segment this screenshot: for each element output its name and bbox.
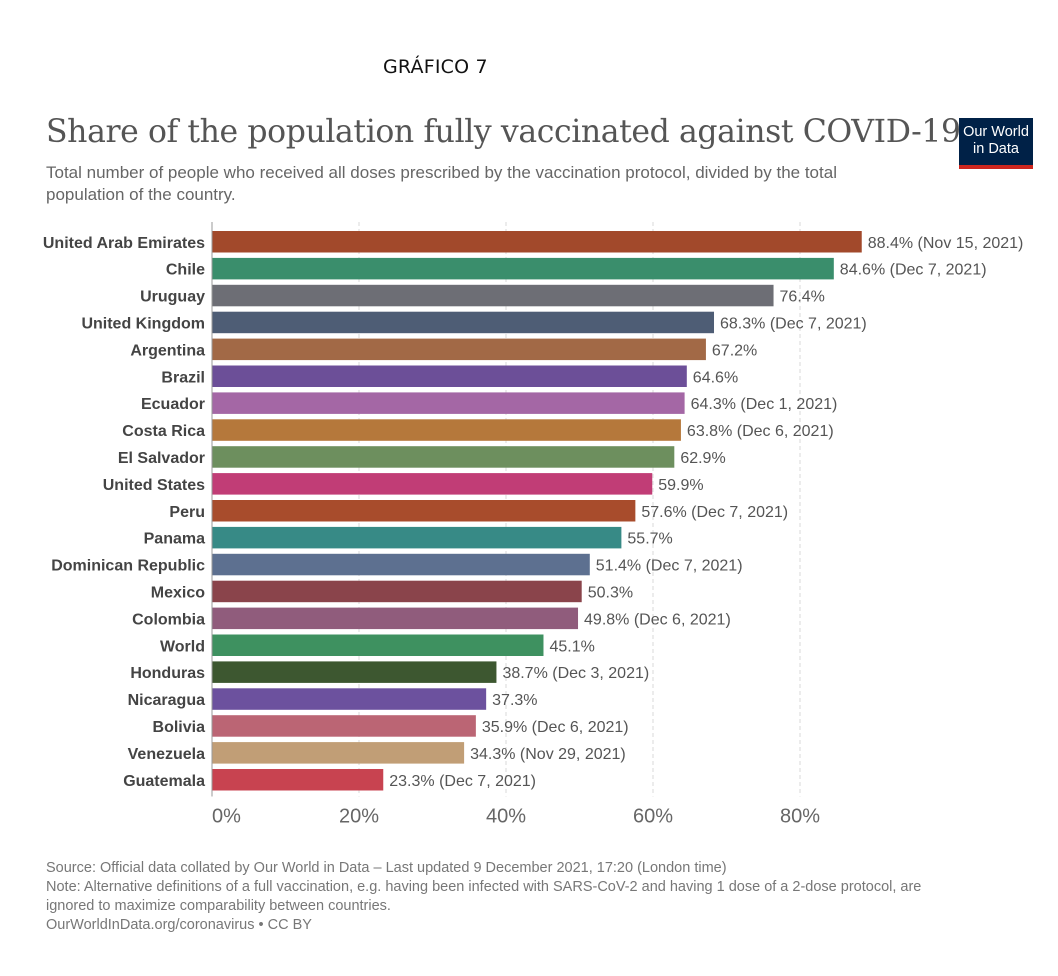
category-label: Colombia: [132, 611, 205, 628]
logo-line-1: Our World: [963, 124, 1029, 140]
data-label: 63.8% (Dec 6, 2021): [687, 423, 834, 440]
data-label: 67.2%: [712, 342, 757, 359]
category-label: Nicaragua: [128, 692, 205, 709]
category-label: Dominican Republic: [51, 558, 205, 575]
category-label: Bolivia: [153, 719, 206, 736]
bar: [212, 500, 636, 522]
category-label: Venezuela: [128, 746, 205, 763]
category-label: Guatemala: [123, 773, 205, 790]
category-label: Argentina: [130, 342, 205, 359]
data-label: 55.7%: [627, 531, 672, 548]
x-tick-label: 40%: [486, 806, 526, 828]
data-label: 51.4% (Dec 7, 2021): [596, 558, 743, 575]
data-label: 34.3% (Nov 29, 2021): [470, 746, 626, 763]
x-tick-label: 60%: [633, 806, 673, 828]
data-label: 68.3% (Dec 7, 2021): [720, 315, 867, 332]
data-label: 59.9%: [658, 477, 703, 494]
data-label: 64.6%: [693, 369, 738, 386]
bar: [212, 338, 706, 361]
category-label: United Kingdom: [81, 315, 205, 332]
category-label: Costa Rica: [122, 423, 205, 440]
data-label: 49.8% (Dec 6, 2021): [584, 611, 731, 628]
data-label: 88.4% (Nov 15, 2021): [868, 235, 1024, 252]
data-label: 38.7% (Dec 3, 2021): [502, 665, 649, 682]
chart-subtitle: Total number of people who received all …: [46, 163, 837, 204]
category-label: Brazil: [161, 369, 205, 386]
category-label: World: [160, 638, 205, 655]
bar: [212, 231, 862, 253]
bar: [212, 365, 687, 387]
data-label: 23.3% (Dec 7, 2021): [389, 773, 536, 790]
data-label: 37.3%: [492, 692, 537, 709]
chart-footer: Source: Official data collated by Our Wo…: [46, 859, 1046, 935]
bar: [212, 473, 653, 495]
chart-title: Share of the population fully vaccinated…: [46, 114, 961, 150]
data-label: 50.3%: [588, 584, 633, 601]
category-label: Panama: [144, 531, 205, 548]
footer-note-line-1: Note: Alternative definitions of a full …: [46, 879, 922, 895]
category-label: Peru: [169, 504, 205, 521]
data-label: 84.6% (Dec 7, 2021): [840, 262, 987, 279]
owid-logo[interactable]: Our World in Data: [959, 118, 1033, 169]
footer-note-line-2: ignored to maximize comparability betwee…: [46, 898, 391, 914]
category-label: Uruguay: [140, 289, 205, 306]
bar-chart: United Arab Emirates 88.4% (Nov 15, 2021)…: [43, 222, 1024, 828]
bar: [212, 742, 465, 764]
x-tick-label: 0%: [212, 806, 241, 828]
category-label: Honduras: [130, 665, 205, 682]
category-label: El Salvador: [118, 450, 205, 467]
bar: [212, 634, 544, 656]
bar: [212, 526, 622, 549]
bar: [212, 580, 582, 603]
bar: [212, 392, 685, 414]
category-label: Ecuador: [141, 396, 205, 413]
x-tick-label: 80%: [780, 806, 820, 828]
bar: [212, 446, 675, 468]
footer-source: Source: Official data collated by Our Wo…: [46, 860, 727, 876]
data-label: 45.1%: [549, 638, 594, 655]
bar: [212, 553, 590, 576]
bar: [212, 715, 476, 737]
bar: [212, 257, 834, 280]
bar: [212, 607, 579, 630]
data-label: 62.9%: [680, 450, 725, 467]
category-label: United Arab Emirates: [43, 235, 205, 252]
data-label: 35.9% (Dec 6, 2021): [482, 719, 629, 736]
category-label: Mexico: [151, 584, 205, 601]
bar: [212, 661, 497, 683]
bar: [212, 311, 715, 334]
bar: [212, 284, 774, 307]
data-label: 64.3% (Dec 1, 2021): [691, 396, 838, 413]
category-label: United States: [103, 477, 205, 494]
logo-line-2: in Data: [973, 141, 1019, 157]
x-tick-label: 20%: [339, 806, 379, 828]
bar: [212, 769, 384, 791]
data-label: 57.6% (Dec 7, 2021): [641, 504, 788, 521]
data-label: 76.4%: [780, 289, 825, 306]
bar: [212, 688, 487, 710]
bar: [212, 419, 681, 441]
figure-label: GRÁFICO 7: [383, 56, 488, 78]
category-label: Chile: [166, 262, 205, 279]
footer-credit[interactable]: OurWorldInData.org/coronavirus • CC BY: [46, 917, 312, 933]
